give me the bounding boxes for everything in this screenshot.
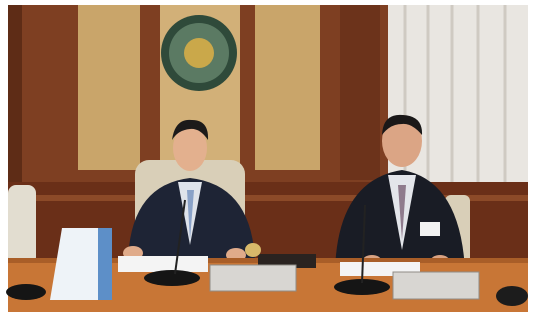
chair [8, 185, 36, 265]
photo [0, 0, 536, 319]
nameplate [393, 272, 479, 299]
badge [420, 222, 440, 236]
nameplate [210, 265, 296, 291]
wall-edge [8, 5, 22, 185]
papers [118, 256, 208, 272]
tent-card-side [98, 228, 112, 300]
mic-base [496, 286, 528, 306]
bell [245, 243, 261, 257]
mic-base [6, 284, 46, 300]
wall-panel [255, 5, 320, 170]
wall-pillar [340, 5, 380, 180]
emblem-center [184, 38, 214, 68]
scene [6, 5, 528, 312]
wall-panel [78, 5, 140, 170]
mic-base [144, 270, 200, 286]
page [0, 0, 536, 319]
